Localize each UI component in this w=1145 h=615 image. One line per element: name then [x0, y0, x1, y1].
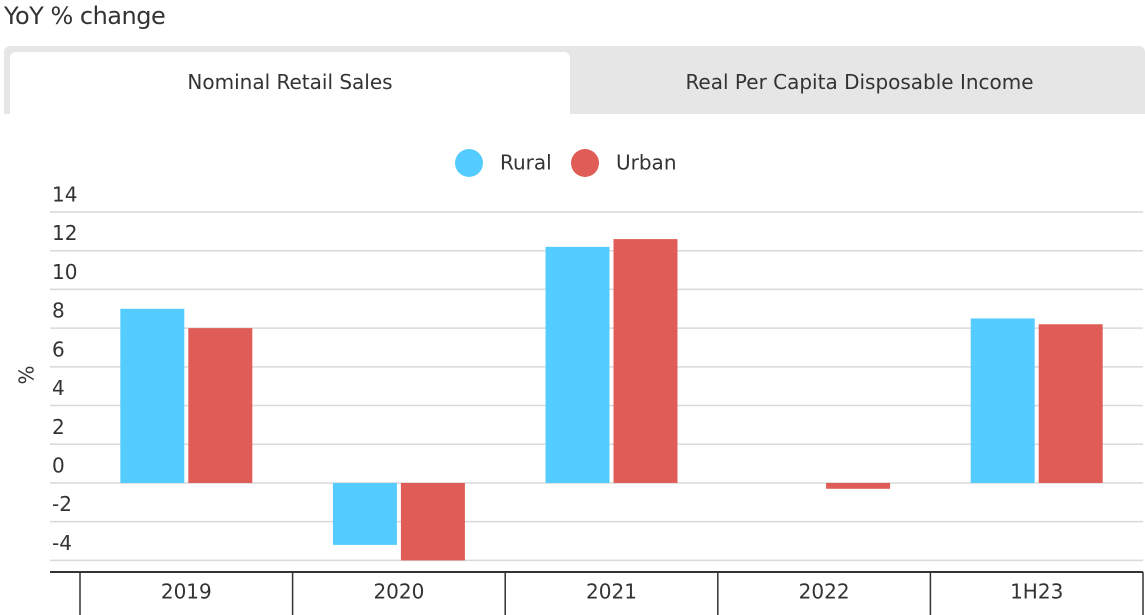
bar [545, 246, 610, 483]
x-tick-label: 2019 [161, 580, 212, 604]
x-tick-label: 2020 [373, 580, 424, 604]
tab[interactable]: Real Per Capita Disposable Income [685, 70, 1034, 94]
y-tick-label: 2 [52, 415, 65, 439]
bar [826, 482, 891, 489]
legend-swatch [455, 149, 483, 177]
tab[interactable]: Nominal Retail Sales [10, 52, 570, 114]
bar [1038, 324, 1103, 483]
legend-label: Urban [616, 151, 677, 175]
bar [970, 318, 1035, 483]
legend-swatch [571, 149, 599, 177]
bar [120, 308, 185, 483]
x-tick-label: 1H23 [1010, 580, 1063, 604]
y-tick-label: 4 [52, 376, 65, 400]
y-tick-label: 8 [52, 299, 65, 323]
y-tick-label: -2 [52, 492, 72, 516]
y-tick-label: 12 [52, 221, 77, 245]
y-tick-label: 6 [52, 337, 65, 361]
y-tick-label: 10 [52, 260, 77, 284]
y-tick-label: -4 [52, 531, 72, 555]
tab-bar: Nominal Retail Sales Real Per Capita Dis… [4, 46, 1145, 114]
bar [400, 482, 465, 561]
bar [332, 482, 397, 545]
y-axis-label: % [15, 365, 39, 384]
bar [613, 239, 678, 483]
x-tick-label: 2021 [586, 580, 637, 604]
y-tick-label: 0 [52, 453, 65, 477]
bar [188, 328, 253, 483]
legend-label: Rural [500, 151, 552, 175]
y-tick-label: 14 [52, 183, 77, 207]
title: YoY % change [4, 2, 166, 30]
x-tick-label: 2022 [799, 580, 850, 604]
